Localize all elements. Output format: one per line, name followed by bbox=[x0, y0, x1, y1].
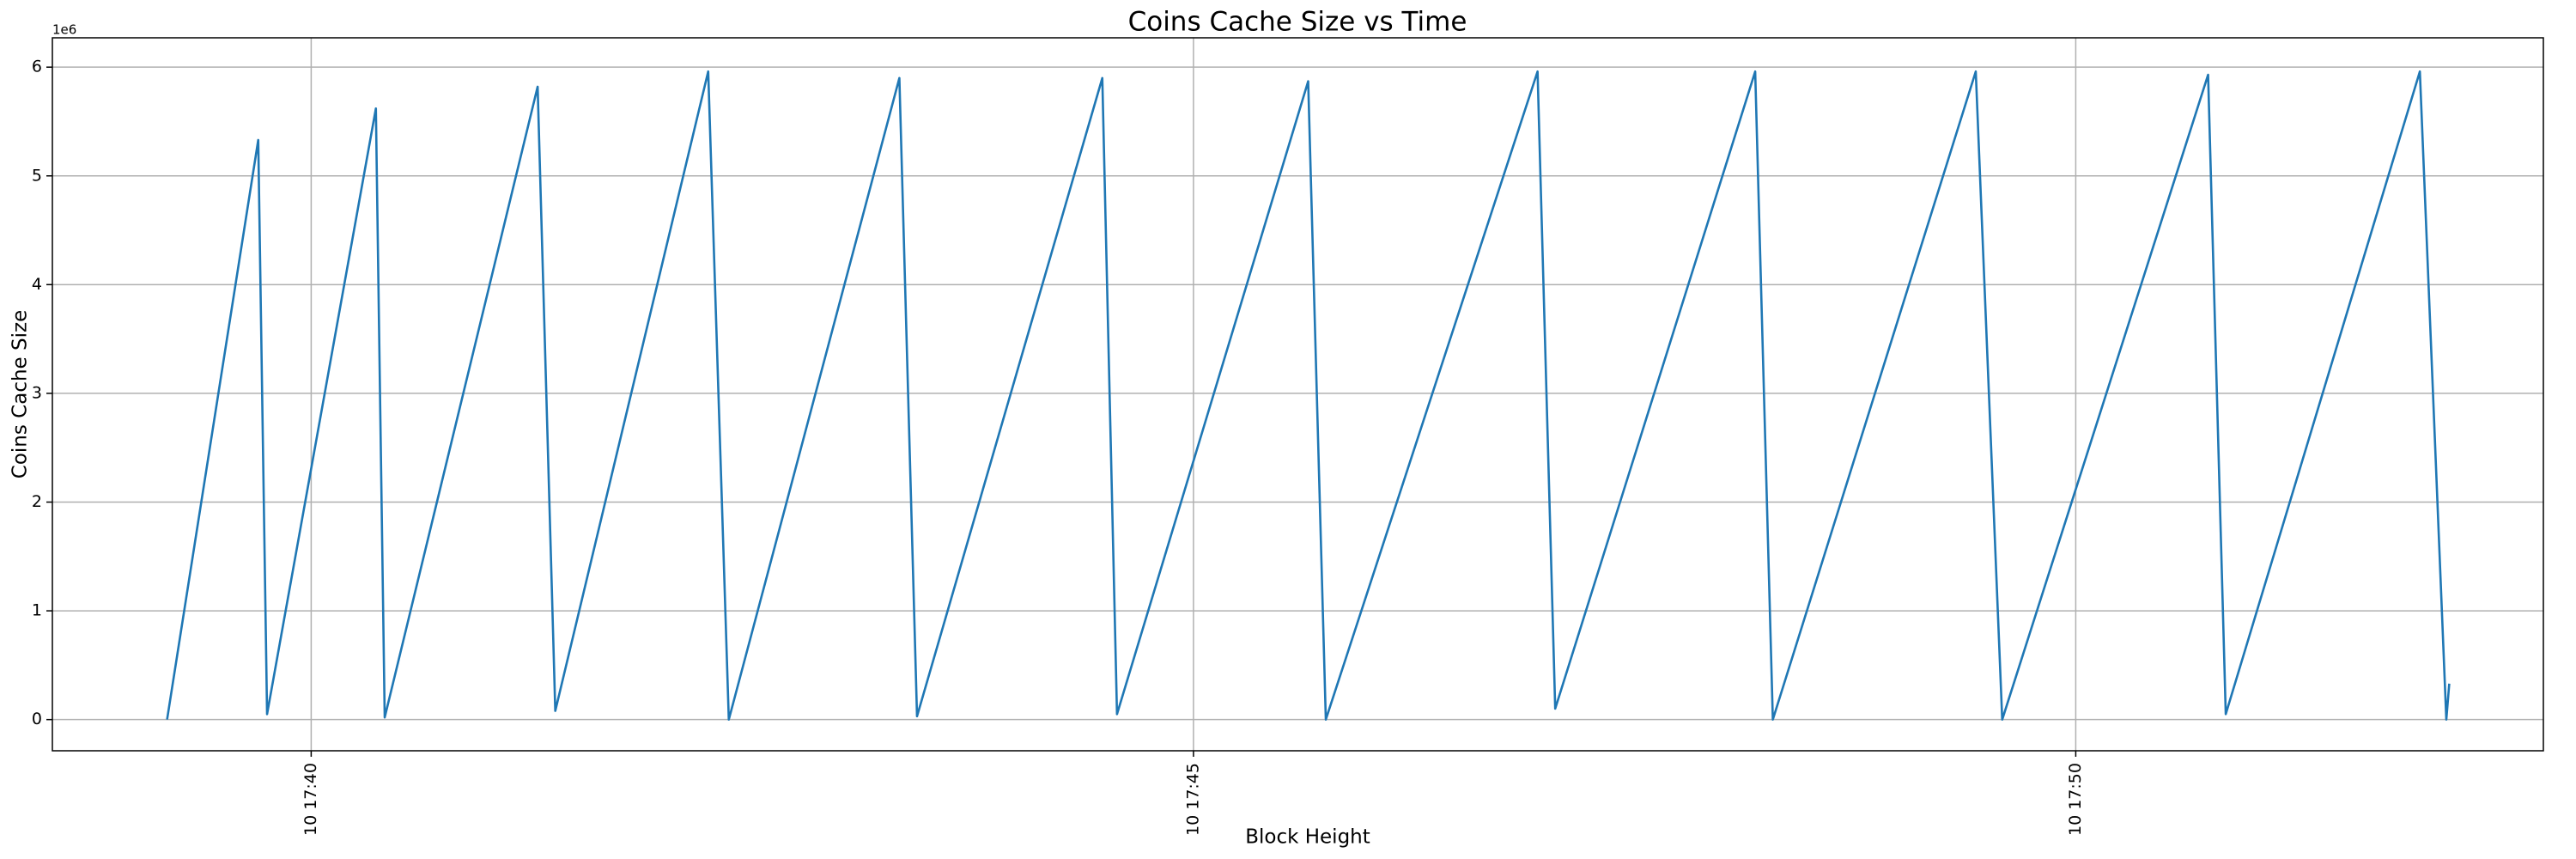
y-tick-label: 2 bbox=[32, 492, 42, 511]
x-tick-label: 10 17:45 bbox=[1183, 763, 1202, 836]
y-tick-label: 0 bbox=[32, 710, 42, 728]
y-tick-label: 1 bbox=[32, 601, 42, 620]
x-axis-label: Block Height bbox=[1245, 826, 1370, 849]
y-axis-label: Coins Cache Size bbox=[9, 310, 32, 478]
y-tick-label: 6 bbox=[32, 58, 42, 76]
plot-frame bbox=[52, 37, 2544, 752]
y-offset-label: 1e6 bbox=[52, 22, 76, 38]
x-tick-label: 10 17:50 bbox=[2066, 763, 2085, 836]
data-line bbox=[166, 70, 2451, 721]
x-tick-label: 10 17:40 bbox=[301, 763, 320, 836]
y-tick-label: 4 bbox=[32, 275, 42, 294]
y-tick-label: 5 bbox=[32, 166, 42, 185]
chart-title: Coins Cache Size vs Time bbox=[1128, 7, 1467, 38]
y-tick-label: 3 bbox=[32, 383, 42, 402]
